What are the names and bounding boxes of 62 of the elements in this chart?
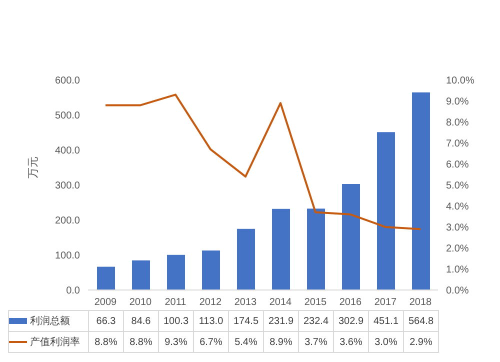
data-label: 3.7% <box>298 332 334 352</box>
bar <box>202 250 220 290</box>
bar <box>342 184 360 290</box>
data-label: 5.4% <box>228 332 264 352</box>
x-tick-label: 2018 <box>409 297 432 308</box>
bar <box>237 228 255 290</box>
x-tick-label: 2013 <box>234 297 258 308</box>
y-tick-label: 200.0 <box>54 216 80 227</box>
data-label: 451.1 <box>368 310 404 332</box>
data-label: 174.5 <box>228 310 264 332</box>
y2-tick-label: 9.0% <box>446 96 469 108</box>
y2-tick-label: 8.0% <box>446 118 469 129</box>
y2-tick-label: 5.0% <box>446 180 469 192</box>
data-label: 232.4 <box>298 310 334 332</box>
y2-tick-label: 1.0% <box>446 264 469 276</box>
bar <box>412 92 430 290</box>
x-tick-label: 2011 <box>164 297 187 308</box>
data-label: 84.6 <box>124 310 158 332</box>
x-tick-label: 2014 <box>269 297 292 308</box>
data-label: 2.9% <box>404 332 438 352</box>
x-tick-label: 2009 <box>94 297 118 308</box>
data-label: 66.3 <box>88 310 124 332</box>
y2-tick-label: 3.0% <box>446 222 469 234</box>
data-label: 9.3% <box>158 332 194 352</box>
line-series <box>104 94 422 230</box>
y2-tick-label: 6.0% <box>446 160 469 171</box>
y-tick-label: 400.0 <box>54 146 80 157</box>
y2-tick-label: 2.0% <box>446 244 469 255</box>
x-tick-label: 2015 <box>304 297 328 308</box>
y2-tick-label: 4.0% <box>446 202 469 213</box>
data-label: 8.9% <box>264 332 298 352</box>
data-label: 100.3 <box>158 310 194 332</box>
bar <box>97 266 115 290</box>
x-tick-label: 2017 <box>374 297 398 308</box>
y-tick-label: 500.0 <box>54 110 80 122</box>
data-label: 302.9 <box>334 310 368 332</box>
x-tick-label: 2016 <box>339 297 362 308</box>
y2-tick-label: 10.0% <box>446 76 474 87</box>
legend-label: 产值利润率 <box>30 337 80 348</box>
y-axis-title: 万元 <box>26 156 40 178</box>
bar <box>377 132 395 290</box>
data-label: 231.9 <box>264 310 298 332</box>
x-tick-label: 2010 <box>129 297 152 308</box>
legend-label: 利润总额 <box>30 316 70 327</box>
y-tick-label: 600.0 <box>54 76 80 87</box>
y2-tick-label: 0.0% <box>446 286 469 297</box>
data-label: 113.0 <box>194 310 228 332</box>
y-tick-label: 100.0 <box>54 250 80 262</box>
bar <box>167 254 185 290</box>
y2-tick-label: 7.0% <box>446 138 469 150</box>
bar <box>307 208 325 290</box>
data-label: 8.8% <box>124 332 158 352</box>
data-label: 564.8 <box>404 310 438 332</box>
data-label: 8.8% <box>88 332 124 352</box>
y-tick-label: 0.0 <box>66 286 80 297</box>
y-tick-label: 300.0 <box>54 180 80 192</box>
data-label: 6.7% <box>194 332 228 352</box>
data-label: 3.6% <box>334 332 368 352</box>
x-tick-label: 2012 <box>199 297 222 308</box>
bar <box>272 208 290 290</box>
bar <box>132 260 150 290</box>
data-label: 3.0% <box>368 332 404 352</box>
